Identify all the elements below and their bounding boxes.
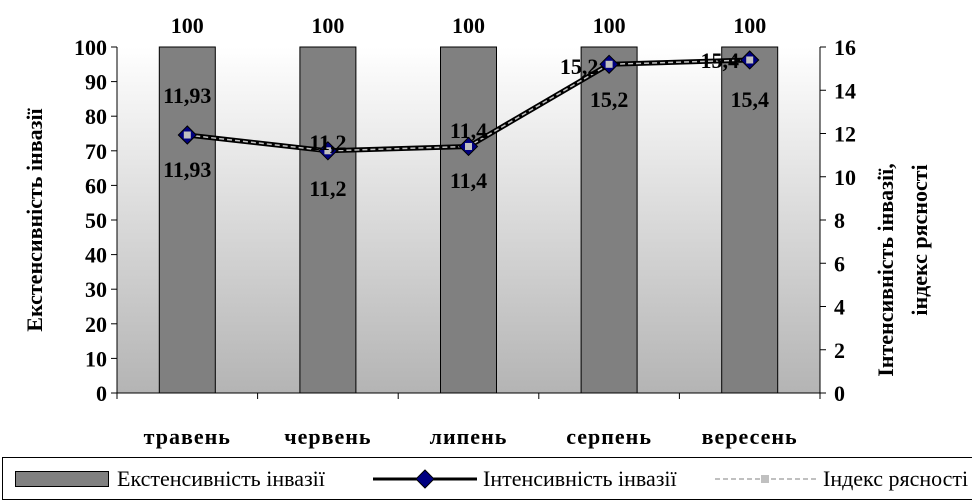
y2-tick-label: 6 [834, 251, 845, 276]
y2-axis-label-line1: Інтенсивність інвазії, [873, 163, 898, 377]
y2-axis-label-line2: індекс рясності [907, 164, 932, 315]
intensity-value-label: 11,4 [450, 118, 487, 143]
y-axis-label: Екстенсивність інвазії [22, 107, 47, 331]
intensity-value-label: 15,2 [560, 54, 599, 79]
y-tick-label: 40 [85, 243, 107, 268]
legend-swatch-dashed [715, 474, 817, 483]
legend-label-intensity: Інтенсивність інвазії [483, 465, 677, 491]
bar-value-label: 100 [733, 13, 766, 38]
abundance-marker [183, 131, 191, 139]
y-tick-label: 30 [85, 277, 107, 302]
y2-tick-label: 4 [834, 295, 845, 320]
x-tick-label: серпень [566, 424, 652, 449]
x-tick-label: липень [430, 424, 508, 449]
bar [721, 46, 779, 394]
bar [440, 46, 497, 394]
y2-tick-label: 0 [834, 381, 845, 406]
bar-value-label: 100 [452, 13, 485, 38]
y-tick-label: 60 [85, 173, 107, 198]
abundance-value-label: 11,2 [309, 176, 346, 201]
intensity-value-label: 15,4 [700, 48, 739, 73]
legend-label-abundance: Індекс рясності [823, 465, 969, 491]
bar [580, 46, 638, 394]
legend: Екстенсивність інвазії Інтенсивність інв… [2, 457, 972, 500]
y2-tick-label: 2 [834, 338, 845, 363]
intensity-value-label: 11,93 [163, 83, 211, 108]
legend-label-extensivity: Екстенсивність інвазії [117, 465, 325, 491]
y2-tick-label: 8 [834, 208, 845, 233]
intensity-value-label: 11,2 [309, 130, 346, 155]
bar-value-label: 100 [171, 13, 204, 38]
x-tick-label: червень [284, 424, 371, 449]
bar [158, 46, 216, 394]
abundance-value-label: 11,93 [163, 157, 211, 182]
abundance-marker [746, 56, 754, 64]
abundance-value-label: 15,2 [590, 87, 629, 112]
y2-tick-label: 12 [834, 122, 856, 147]
abundance-marker [324, 147, 332, 155]
legend-swatch-bar [15, 470, 109, 487]
legend-swatch-line [373, 468, 477, 489]
abundance-marker [465, 142, 472, 150]
x-tick-label: вересень [702, 424, 798, 449]
abundance-marker [605, 60, 613, 68]
y-tick-label: 0 [96, 381, 107, 406]
y2-tick-label: 16 [834, 35, 856, 60]
bar-value-label: 100 [311, 13, 344, 38]
bar [299, 46, 357, 394]
y-tick-label: 80 [85, 104, 107, 129]
legend-item-abundance: Індекс рясності [715, 458, 968, 499]
y-tick-label: 10 [85, 346, 107, 371]
y-tick-label: 20 [85, 312, 107, 337]
legend-item-extensivity: Екстенсивність інвазії [15, 458, 325, 499]
y-tick-label: 70 [85, 139, 107, 164]
legend-item-intensity: Інтенсивність інвазії [373, 458, 677, 499]
bar-value-label: 100 [593, 13, 626, 38]
abundance-value-label: 11,4 [450, 168, 487, 193]
x-tick-label: травень [144, 424, 231, 449]
y-tick-label: 50 [85, 208, 107, 233]
y2-tick-label: 10 [834, 165, 856, 190]
y2-tick-label: 14 [834, 78, 856, 103]
y-tick-label: 100 [74, 35, 107, 60]
abundance-value-label: 15,4 [730, 87, 769, 112]
y-tick-label: 90 [85, 70, 107, 95]
